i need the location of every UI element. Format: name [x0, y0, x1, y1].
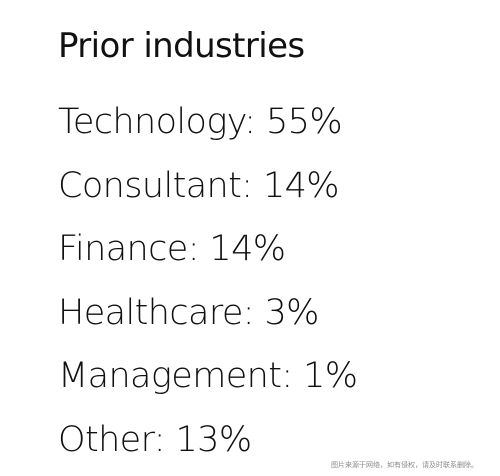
watermark-text: 图片来源于网络，如有侵权，请及时联系删除。	[331, 461, 478, 469]
list-item: Other: 13%	[58, 419, 252, 460]
list-item: Finance: 14%	[58, 229, 286, 269]
list-item: Technology: 55%	[58, 102, 343, 142]
industry-list: Technology: 55% Consultant: 14% Finance:…	[58, 91, 358, 472]
page-title: Prior industries	[58, 26, 305, 66]
list-item: Management: 1%	[58, 356, 358, 396]
list-item: Healthcare: 3%	[58, 292, 319, 333]
list-item: Consultant: 14%	[58, 165, 340, 206]
